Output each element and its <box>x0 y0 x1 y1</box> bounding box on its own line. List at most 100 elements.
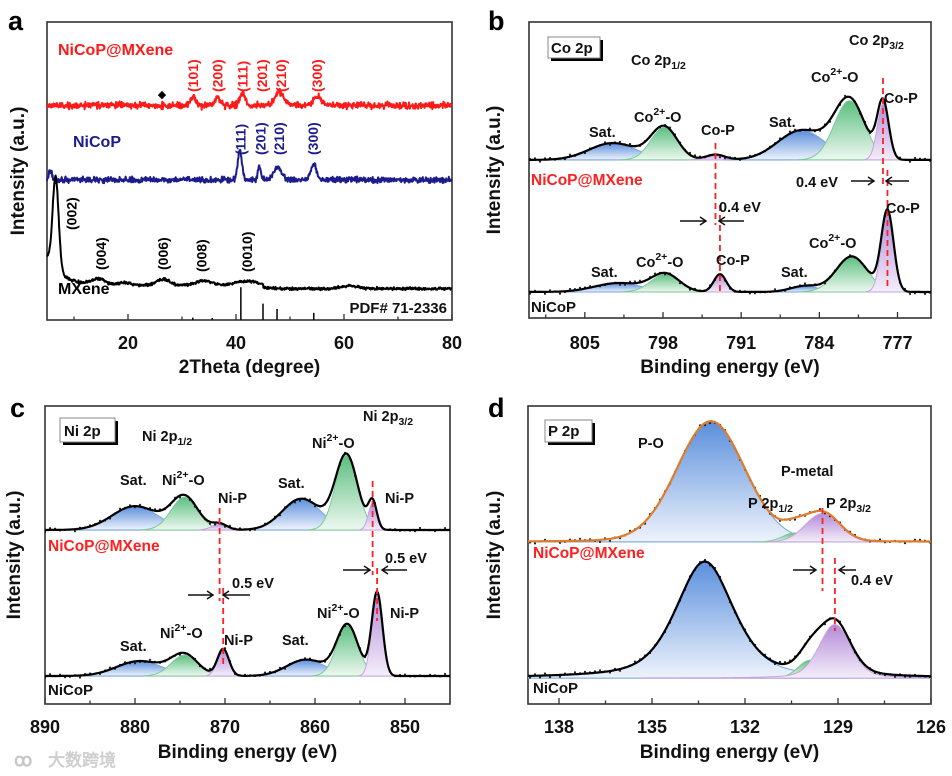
annotation-part: 1/2 <box>778 503 793 515</box>
raw-data-point <box>543 672 547 675</box>
annotation: Co2+-O <box>636 251 683 271</box>
y-axis-title: Intensity (a.u.) <box>484 491 505 620</box>
x-tick-label: 132 <box>730 717 760 737</box>
annotation: Co2+-O <box>811 66 858 86</box>
raw-data-point <box>598 669 602 672</box>
raw-data-point <box>903 542 907 545</box>
series-label: NiCoP@MXene <box>58 42 173 59</box>
hkl-label: (300) <box>309 59 325 92</box>
x-tick-label: 777 <box>882 333 912 353</box>
shift-label: 0.5 eV <box>385 551 427 567</box>
raw-data-point <box>778 660 782 664</box>
annotation: Ni-P <box>390 606 419 622</box>
shift-arrow-icon <box>343 565 372 575</box>
shift-arrow-icon <box>221 590 250 600</box>
element-label: P 2p <box>548 423 579 440</box>
annotation-part: P 2p <box>826 496 857 512</box>
x-tick-label: 880 <box>120 717 150 737</box>
annotation: Co-P <box>886 201 920 217</box>
annotation: Ni2+-O <box>160 622 203 642</box>
element-label: Ni 2p <box>64 423 101 440</box>
annotation-part: Co-P <box>701 123 735 139</box>
annotation-part: Ni-P <box>390 606 419 622</box>
x-tick-label: 126 <box>916 717 946 737</box>
annotation-part: 3/2 <box>889 40 904 52</box>
sample-label-bottom: NiCoP <box>531 299 576 316</box>
annotation-part: 2+ <box>655 251 667 263</box>
raw-data-point <box>548 676 552 679</box>
annotation: Sat. <box>120 473 147 489</box>
annotation: Co-P <box>701 123 735 139</box>
shift-arrow-icon <box>380 565 407 575</box>
annotation: Co-P <box>884 91 918 107</box>
panel-c: c 890 880 870 860 850 Binding energy (eV) Inten… <box>4 393 451 763</box>
hkl-label: (0010) <box>239 232 255 272</box>
raw-data-point <box>913 156 917 160</box>
x-tick-label: 784 <box>804 333 834 353</box>
raw-data-point <box>45 676 47 679</box>
x-axis-title: Binding energy (eV) <box>640 742 819 763</box>
annotation: Ni-P <box>218 491 247 507</box>
annotation: P-O <box>638 436 664 452</box>
annotation-part: Ni 2p <box>142 429 178 445</box>
plot-frame <box>528 21 932 319</box>
annotation: Co 2p3/2 <box>849 33 904 52</box>
annotation: Ni2+-O <box>317 602 360 622</box>
x-tick-label: 798 <box>648 333 678 353</box>
annotation-part: -O <box>188 473 204 489</box>
annotation: Ni 2p3/2 <box>363 409 413 428</box>
raw-data-point <box>608 539 612 542</box>
raw-data-point <box>708 422 712 425</box>
shift-arrow-icon <box>717 216 744 226</box>
plot-frame <box>44 405 451 705</box>
hkl-label: (111) <box>232 124 248 155</box>
raw-data-point <box>148 658 152 661</box>
fit-envelope <box>529 95 931 161</box>
annotation: Co-P <box>716 253 750 269</box>
raw-data-point <box>78 676 82 679</box>
annotation-part: -O <box>665 110 681 126</box>
series-label: MXene <box>58 281 110 298</box>
annotation-part: 2+ <box>332 602 344 614</box>
panel-letter: b <box>488 6 505 36</box>
series-label: NiCoP <box>73 134 121 151</box>
raw-data-point <box>48 673 52 676</box>
annotation-part: Co 2p <box>849 33 889 49</box>
raw-data-point <box>793 518 797 521</box>
raw-data-point <box>543 292 547 295</box>
annotation-part: -O <box>842 70 858 86</box>
raw-data-point <box>73 530 77 533</box>
x-tick-label: 80 <box>442 333 462 353</box>
x-tick-label: 135 <box>637 717 667 737</box>
annotation-part: Ni <box>317 606 332 622</box>
annotation-part: 1/2 <box>177 436 192 448</box>
x-tick-label: 860 <box>300 717 330 737</box>
raw-data-point <box>583 670 587 673</box>
raw-data-point <box>803 282 807 285</box>
x-tick-label: 138 <box>544 717 574 737</box>
raw-data-point <box>568 153 572 156</box>
impurity-marker: ◆ <box>158 89 167 101</box>
annotation-part: Ni <box>160 626 175 642</box>
annotation-part: -O <box>840 236 856 252</box>
y-axis-title: Intensity (a.u.) <box>4 491 25 620</box>
annotation-part: 2+ <box>653 106 665 118</box>
watermark-text: 大数跨境 <box>48 750 116 770</box>
x-tick-label: 791 <box>726 333 756 353</box>
annotation: Co2+-O <box>634 106 681 126</box>
y-axis-title: Intensity (a.u.) <box>484 106 505 235</box>
raw-data-point <box>529 292 532 295</box>
raw-data-point <box>133 662 137 665</box>
raw-data-point <box>45 530 47 533</box>
fit-envelope <box>529 207 931 294</box>
hkl-label: (006) <box>155 237 171 270</box>
hkl-label: (200) <box>210 59 226 92</box>
xrd-series-mxene <box>46 174 453 292</box>
annotation-part: P-O <box>638 436 664 452</box>
annotation-part: Sat. <box>120 473 147 489</box>
hkl-label: (300) <box>305 122 321 155</box>
annotation: Ni2+-O <box>312 432 355 452</box>
annotation: Sat. <box>589 125 616 141</box>
annotation-part: Ni-P <box>385 491 414 507</box>
shift-arrow-icon <box>680 216 708 226</box>
